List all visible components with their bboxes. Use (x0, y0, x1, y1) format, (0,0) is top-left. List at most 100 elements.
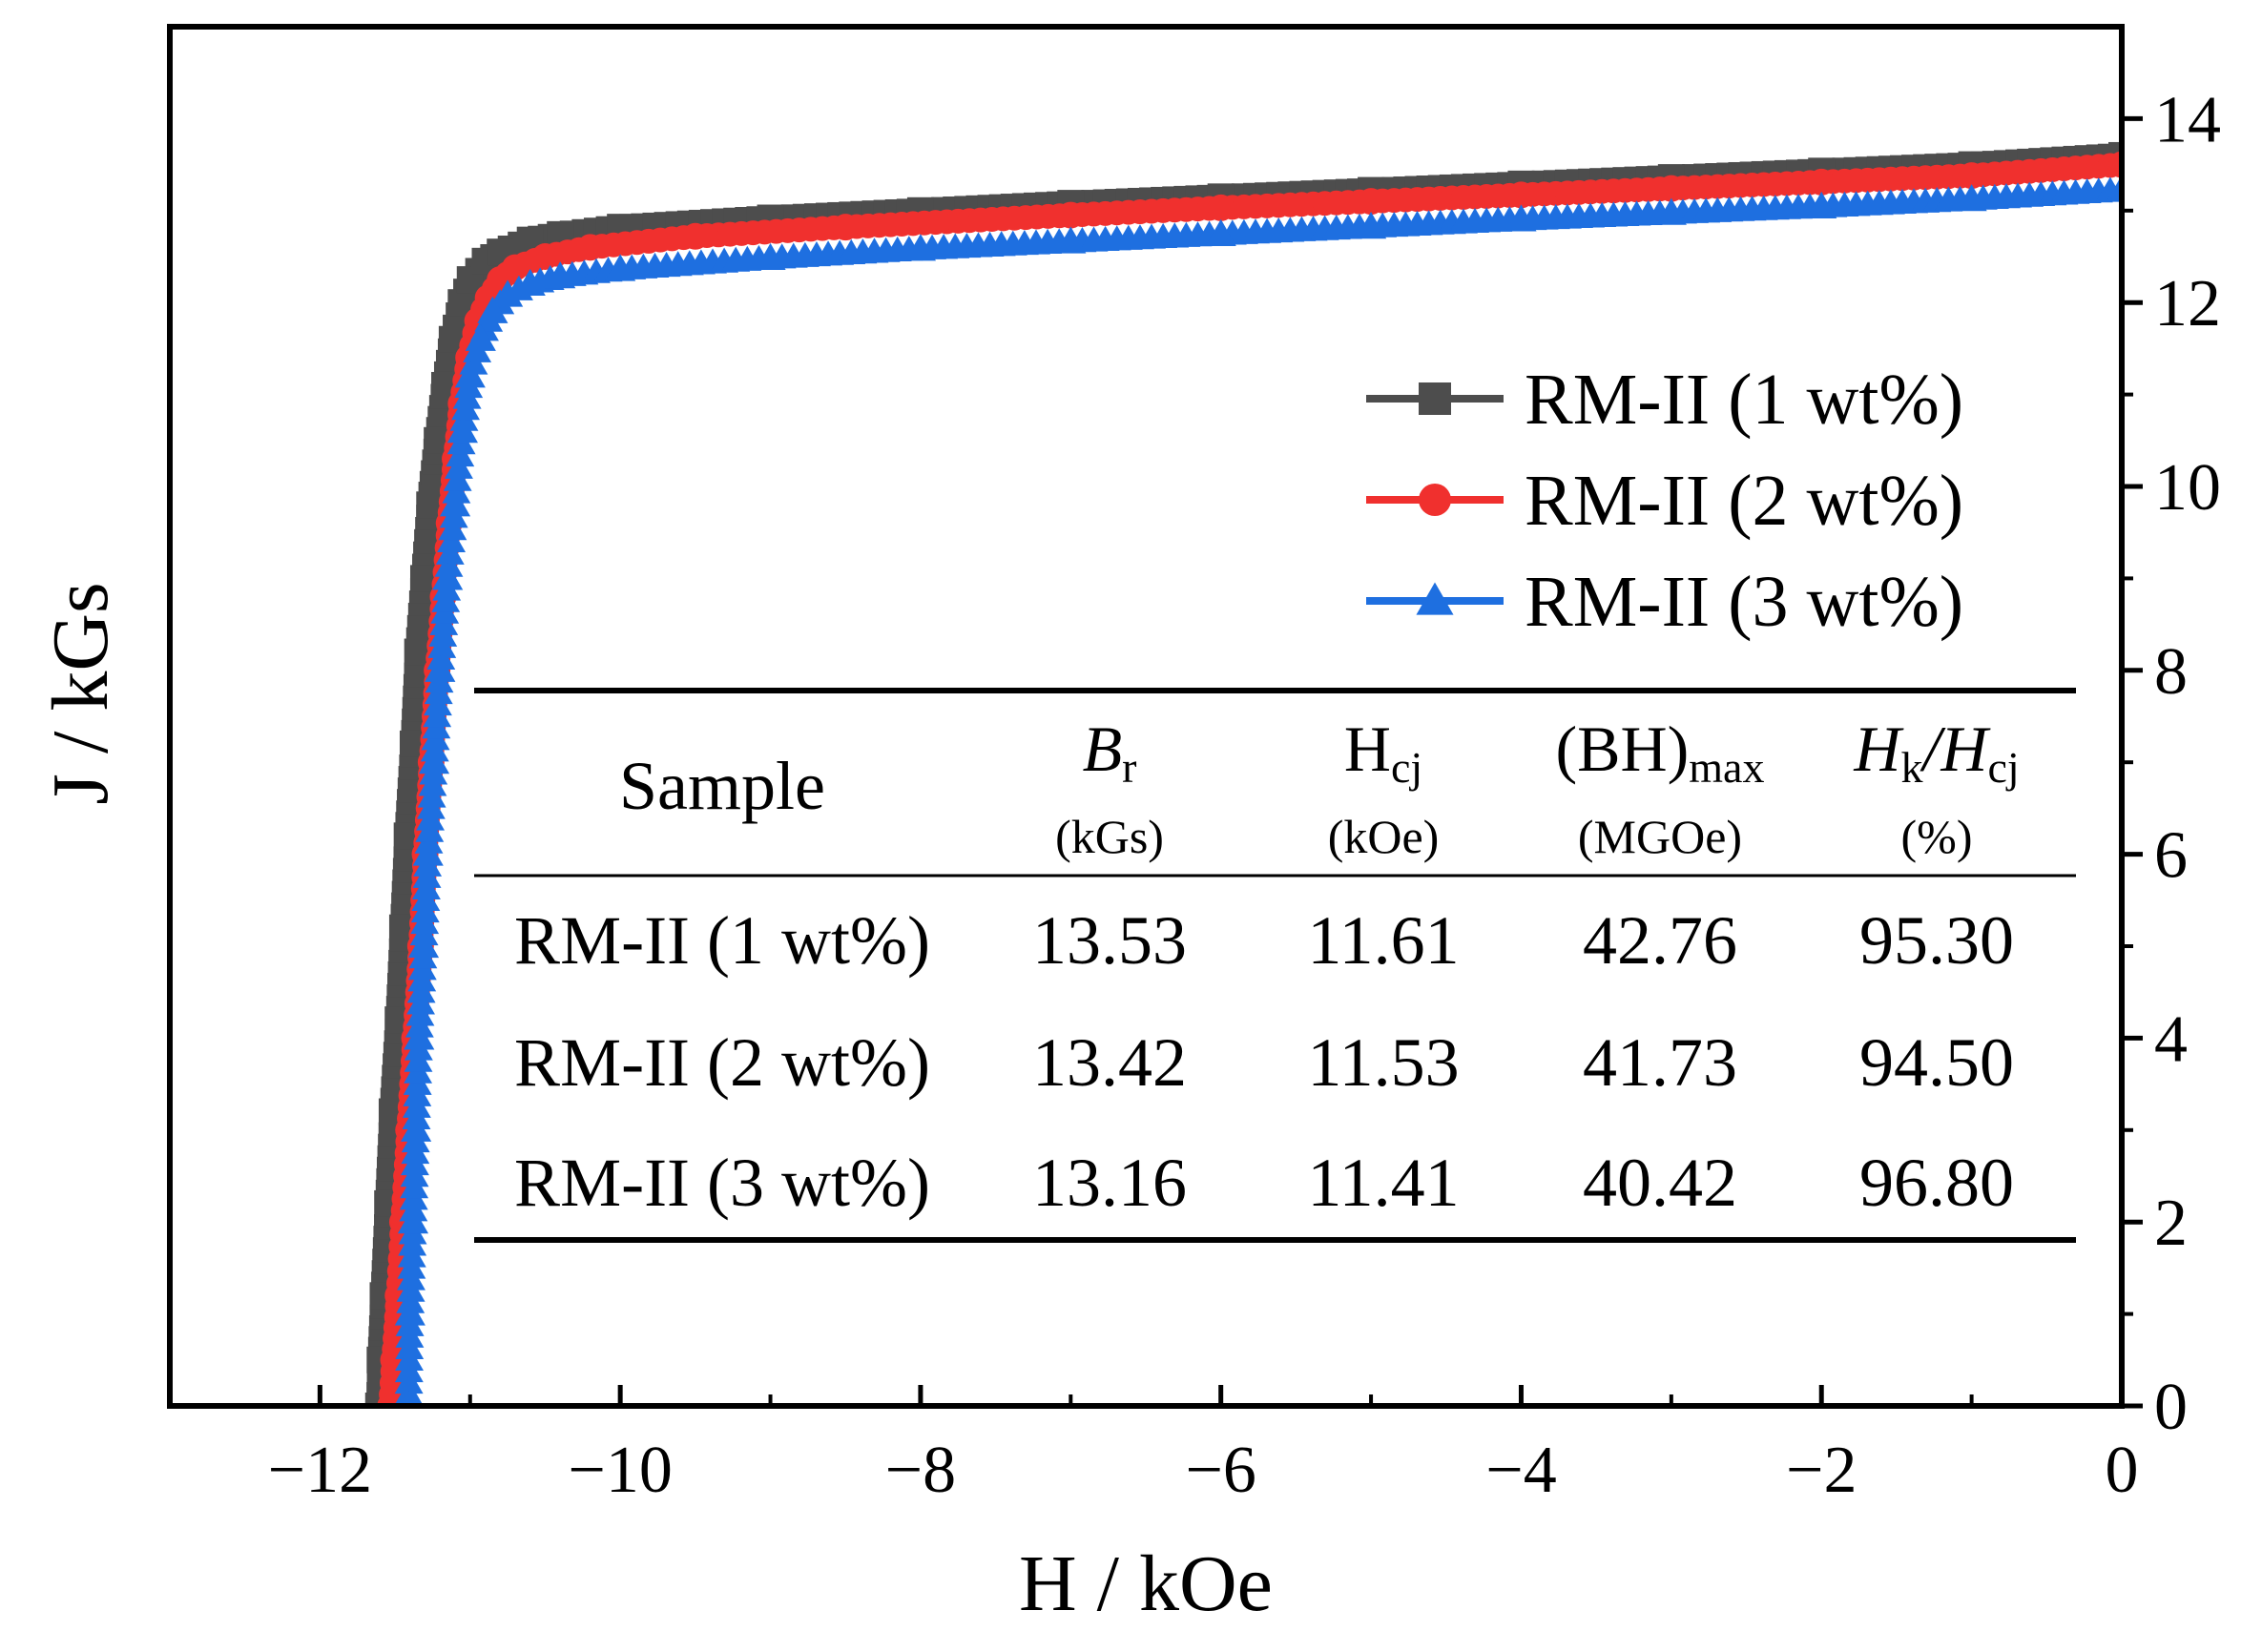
data-point (1808, 168, 1836, 196)
data-point (439, 489, 471, 517)
data-point (1657, 175, 1685, 202)
table-cell: 11.41 (1307, 1145, 1459, 1221)
data-point (545, 261, 576, 289)
table-row: RM-II (2 wt%) 13.42 11.53 41.73 94.50 (514, 1024, 2014, 1101)
legend: RM-II (1 wt%) RM-II (2 wt%) RM-II (3 wt%) (1366, 360, 1963, 642)
legend-label: RM-II (2 wt%) (1525, 461, 1963, 541)
data-point (832, 214, 860, 241)
x-tick-label: −8 (885, 1434, 956, 1507)
data-point (1507, 181, 1535, 209)
data-point (576, 234, 604, 261)
data-point (1956, 184, 1987, 212)
data-point (418, 747, 450, 774)
data-point (492, 279, 524, 307)
y-tick-label: 2 (2154, 1187, 2188, 1260)
data-point (1655, 197, 1687, 225)
data-point (400, 1390, 418, 1406)
data-point (1055, 226, 1087, 254)
table-cell: 96.80 (1859, 1145, 2014, 1221)
legend-label: RM-II (3 wt%) (1525, 562, 1963, 642)
table-header-unit: (%) (1901, 810, 1973, 863)
table-cell: 94.50 (1859, 1024, 2014, 1101)
y-tick-label: 6 (2154, 819, 2188, 893)
data-point (1505, 204, 1537, 232)
table-cell: 11.53 (1307, 1024, 1459, 1101)
series-layer (364, 141, 2122, 1406)
data-point (394, 1298, 425, 1326)
y-tick-label: 10 (2154, 451, 2221, 525)
data-point (531, 243, 559, 270)
data-point (401, 1114, 432, 1142)
legend-item: RM-II (2 wt%) (1366, 461, 1963, 541)
table-header: Hcj (1344, 712, 1422, 792)
data-point (755, 242, 786, 271)
data-point (1057, 201, 1085, 229)
table-cell: 13.16 (1032, 1145, 1187, 1221)
legend-marker (1419, 382, 1451, 415)
data-point (407, 930, 440, 959)
table-cell: RM-II (3 wt%) (514, 1145, 930, 1221)
table-cell: 11.61 (1307, 902, 1459, 979)
table-header-unit: (kGs) (1055, 810, 1164, 863)
series-3 (394, 175, 2122, 1406)
table-cell: 41.73 (1583, 1024, 1737, 1101)
data-point (432, 563, 464, 590)
plot-frame (167, 24, 2125, 1409)
series-2 (377, 151, 2122, 1406)
x-tick-label: −6 (1185, 1434, 1256, 1507)
table-row: RM-II (1 wt%) 13.53 11.61 42.76 95.30 (514, 902, 2014, 979)
y-tick-label: 0 (2154, 1371, 2188, 1444)
y-tick-label: 8 (2154, 635, 2188, 709)
axes-layer: −12 −10 −8 −6 −4 −2 00 2 4 6 8 10 12 14 (168, 83, 2221, 1507)
data-point (1806, 191, 1837, 219)
data-point (605, 254, 636, 281)
results-table: Sample Br (kGs) Hcj (kOe) (BH)max (MGOe) Hk/Hcj… (474, 688, 2076, 1243)
data-point (446, 416, 478, 444)
y-axis-label: J / kGs (36, 582, 125, 804)
data-point (404, 1022, 435, 1050)
legend-marker (1419, 484, 1451, 516)
legend-marker (1416, 582, 1454, 615)
data-point (465, 323, 496, 351)
legend-item: RM-II (1 wt%) (1366, 360, 1963, 440)
legend-label: RM-II (1 wt%) (1525, 360, 1963, 440)
data-point (501, 254, 529, 281)
x-tick-label: −2 (1786, 1434, 1857, 1507)
data-point (2106, 175, 2122, 202)
data-point (1205, 218, 1236, 246)
table-cell: RM-II (2 wt%) (514, 1024, 930, 1101)
table-row: RM-II (3 wt%) 13.16 11.41 40.42 96.80 (514, 1145, 2014, 1221)
table-header: Br (1083, 712, 1137, 792)
legend-item: RM-II (3 wt%) (1366, 562, 1963, 642)
data-point (514, 268, 546, 296)
y-tick-label: 14 (2154, 83, 2221, 156)
data-point (904, 234, 937, 261)
y-tick-label: 4 (2154, 1002, 2188, 1076)
table-header: (BH)max (1556, 712, 1765, 792)
x-tick-label: −10 (568, 1434, 672, 1507)
data-point (1958, 162, 1985, 190)
data-point (1355, 212, 1387, 239)
data-point (1358, 188, 1385, 216)
data-point (2108, 151, 2122, 178)
data-point (425, 654, 456, 682)
table-header-unit: (MGOe) (1578, 810, 1742, 863)
table-cell: 40.42 (1583, 1145, 1737, 1221)
table-cell: 95.30 (1859, 902, 2014, 979)
table-cell: 42.76 (1583, 902, 1737, 979)
table-cell: RM-II (1 wt%) (514, 902, 930, 979)
x-axis-label: H / kOe (1019, 1539, 1273, 1628)
table-header-unit: (kOe) (1328, 810, 1440, 863)
data-point (1207, 194, 1235, 221)
table-header-sample: Sample (619, 748, 825, 824)
y-tick-label: 12 (2154, 267, 2221, 341)
table-cell: 13.53 (1032, 902, 1187, 979)
x-tick-label: −4 (1485, 1434, 1556, 1507)
x-tick-label: 0 (2106, 1434, 2139, 1507)
table-cell: 13.42 (1032, 1024, 1187, 1101)
data-point (681, 222, 709, 250)
data-point (477, 296, 508, 323)
data-point (412, 838, 444, 866)
x-tick-label: −12 (268, 1434, 372, 1507)
